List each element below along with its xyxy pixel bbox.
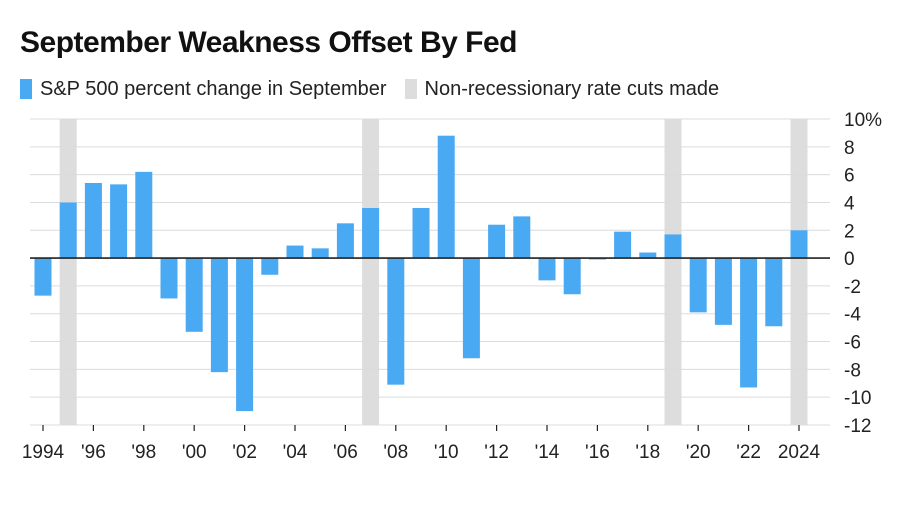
bar-2021	[714, 258, 732, 325]
bar-1998	[135, 171, 153, 259]
bar-2005	[311, 248, 329, 259]
x-tick-label-2016: '16	[585, 442, 610, 463]
y-tick-label--4: -4	[844, 305, 861, 326]
legend: S&P 500 percent change in September Non-…	[20, 76, 737, 102]
rate-cut-band-2024	[790, 119, 808, 425]
x-tick-label-2000: '00	[182, 442, 207, 463]
y-tick-label-8: 8	[844, 138, 855, 159]
y-tick-label--12: -12	[844, 416, 871, 437]
x-tick-label-1998: '98	[131, 442, 156, 463]
x-tick-label-1994: 1994	[22, 442, 65, 463]
bar-2012	[488, 224, 506, 259]
rate-cut-band-2007	[362, 119, 380, 425]
x-tick-label-2010: '10	[434, 442, 459, 463]
y-tick-label--10: -10	[844, 388, 871, 409]
x-tick-label-2006: '06	[333, 442, 358, 463]
x-tick-label-2018: '18	[635, 442, 660, 463]
bar-2014	[538, 258, 556, 281]
bar-2009	[412, 208, 430, 259]
x-tick-label-2024: 2024	[778, 442, 821, 463]
bar-2001	[210, 258, 228, 373]
x-tick-label-2014: '14	[535, 442, 560, 463]
bar-2022	[740, 258, 758, 388]
legend-item-rate-cuts: Non-recessionary rate cuts made	[404, 77, 720, 101]
y-tick-label-4: 4	[844, 193, 855, 214]
bar-2020	[689, 258, 707, 313]
bar-2015	[563, 258, 581, 295]
x-tick-label-2020: '20	[686, 442, 711, 463]
y-tick-label-10: 10%	[844, 110, 882, 131]
legend-label-sp500: S&P 500 percent change in September	[40, 77, 387, 100]
y-tick-label-0: 0	[844, 249, 855, 270]
legend-label-rate-cuts: Non-recessionary rate cuts made	[424, 77, 720, 100]
x-tick-label-2008: '08	[383, 442, 408, 463]
bar-1997	[110, 184, 128, 259]
bar-2008	[387, 258, 405, 385]
legend-swatch-rate-cuts	[404, 79, 417, 99]
legend-item-sp500: S&P 500 percent change in September	[20, 78, 387, 101]
legend-swatch-sp500	[20, 79, 32, 99]
x-tick-label-1996: '96	[81, 442, 106, 463]
chart-title: September Weakness Offset By Fed	[20, 26, 517, 59]
bar-2004	[286, 245, 304, 259]
rate-cut-band-2019	[664, 119, 682, 425]
bar-2000	[185, 258, 203, 332]
bar-2017	[614, 231, 632, 259]
bar-1999	[160, 258, 178, 299]
bar-1996	[84, 182, 102, 259]
x-tick-label-2012: '12	[484, 442, 509, 463]
bar-2010	[437, 135, 455, 259]
y-tick-label-6: 6	[844, 166, 855, 187]
y-tick-label--2: -2	[844, 277, 861, 298]
bar-2011	[462, 258, 480, 359]
x-tick-label-2002: '02	[232, 442, 257, 463]
bar-2023	[765, 258, 783, 327]
bar-1995	[59, 202, 77, 259]
bar-2003	[261, 258, 279, 275]
y-tick-label--8: -8	[844, 360, 861, 381]
x-tick-label-2022: '22	[736, 442, 761, 463]
bar-2013	[513, 216, 531, 259]
bar-2024	[790, 230, 808, 259]
bar-2002	[236, 258, 254, 412]
y-tick-label--6: -6	[844, 333, 861, 354]
bar-2019	[664, 234, 682, 259]
bar-2018	[639, 252, 657, 259]
bar-2006	[336, 223, 354, 259]
bar-2007	[362, 208, 380, 259]
rate-cut-band-1995	[59, 119, 77, 425]
bar-1994	[34, 258, 52, 296]
y-tick-label-2: 2	[844, 221, 855, 242]
x-tick-label-2004: '04	[283, 442, 308, 463]
